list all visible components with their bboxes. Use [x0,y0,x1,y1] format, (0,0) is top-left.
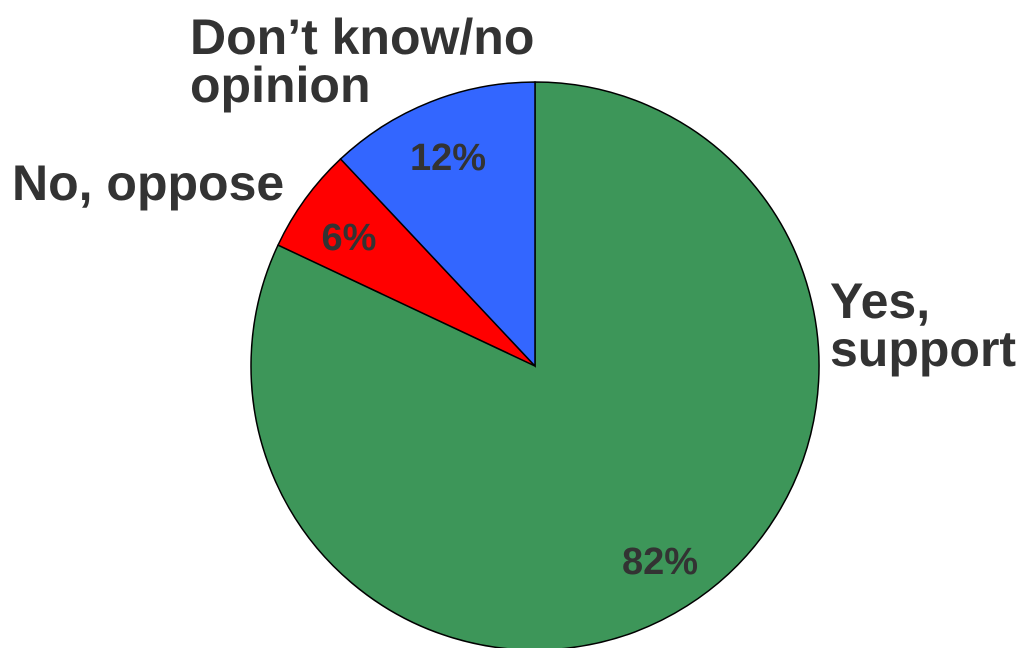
category-label-don-t-know-no-opinion: Don’t know/no opinion [190,9,534,113]
pie-slice-don-t-know-no-opinion [339,81,536,368]
category-label-line: Yes, [830,273,930,329]
value-label-don-t-know-no-opinion: 12% [410,137,486,179]
category-labels: Yes, support No, oppose Don’t know/no opinio… [12,9,1016,377]
value-label-no-oppose: 6% [322,217,377,259]
category-label-yes-support: Yes, support [830,273,1016,377]
category-label-line: Don’t know/no [190,9,534,65]
category-label-no-oppose: No, oppose [12,155,284,211]
value-labels: 82% 6% 12% [322,137,698,583]
value-label-yes-support: 82% [622,541,698,583]
pie-slices [250,81,820,648]
category-label-line: opinion [190,57,371,113]
category-label-line: support [830,321,1016,377]
category-label-line: No, oppose [12,155,284,211]
